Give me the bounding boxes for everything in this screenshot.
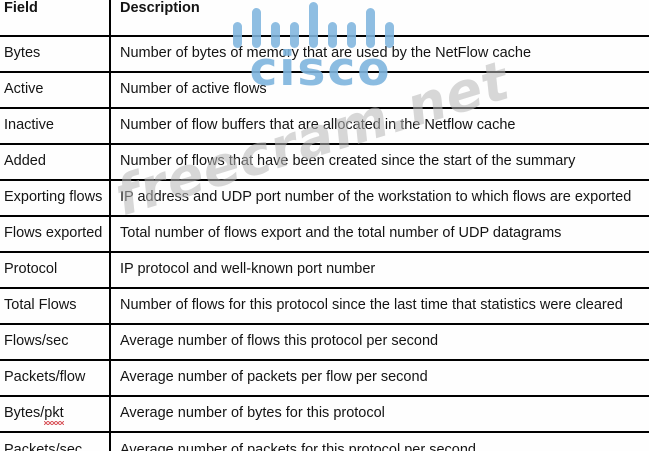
- cell-field: Flows/sec: [0, 323, 111, 361]
- cell-description: IP address and UDP port number of the wo…: [110, 179, 649, 217]
- cell-description: IP protocol and well-known port number: [110, 251, 649, 289]
- table-row: Bytes Number of bytes of memory that are …: [0, 35, 649, 73]
- cell-field: Added: [0, 143, 111, 181]
- table-row: Active Number of active flows: [0, 71, 649, 109]
- table-row: Bytes/pkt Average number of bytes for thi…: [0, 395, 649, 433]
- table-row: Added Number of flows that have been crea…: [0, 143, 649, 181]
- cell-field: Packets/sec: [0, 431, 111, 451]
- cell-description: Number of flows for this protocol since …: [110, 287, 649, 325]
- cell-field: Bytes/pkt: [0, 395, 111, 433]
- cell-field: Exporting flows: [0, 179, 111, 217]
- table-header: Field Description: [0, 0, 649, 37]
- table-row: Inactive Number of flow buffers that are …: [0, 107, 649, 145]
- cell-field: Bytes: [0, 35, 111, 73]
- cell-description: Average number of bytes for this protoco…: [110, 395, 649, 433]
- table-row: Exporting flows IP address and UDP port n…: [0, 179, 649, 217]
- table-row: Packets/flow Average number of packets pe…: [0, 359, 649, 397]
- column-header-field: Field: [0, 0, 111, 37]
- spellcheck-error-text: pkt: [44, 405, 64, 425]
- cell-description: Total number of flows export and the tot…: [110, 215, 649, 253]
- table-row: Packets/sec Average number of packets for…: [0, 431, 649, 451]
- cell-description: Average number of flows this protocol pe…: [110, 323, 649, 361]
- table-row: Protocol IP protocol and well-known port …: [0, 251, 649, 289]
- cell-description: Number of active flows: [110, 71, 649, 109]
- cell-field: Flows exported: [0, 215, 111, 253]
- table-row: Flows/sec Average number of flows this pr…: [0, 323, 649, 361]
- table-row: Total Flows Number of flows for this prot…: [0, 287, 649, 325]
- cell-field: Inactive: [0, 107, 111, 145]
- cell-description: Average number of packets for this proto…: [110, 431, 649, 451]
- cell-description: Number of flow buffers that are allocate…: [110, 107, 649, 145]
- cell-description: Average number of packets per flow per s…: [110, 359, 649, 397]
- cell-description: Number of flows that have been created s…: [110, 143, 649, 181]
- cell-field: Total Flows: [0, 287, 111, 325]
- table-body: Bytes Number of bytes of memory that are …: [0, 35, 649, 451]
- table-header-row: Field Description: [0, 0, 649, 37]
- cell-description: Number of bytes of memory that are used …: [110, 35, 649, 73]
- table-row: Flows exported Total number of flows expo…: [0, 215, 649, 253]
- cell-field: Active: [0, 71, 111, 109]
- cell-field: Protocol: [0, 251, 111, 289]
- cell-field: Packets/flow: [0, 359, 111, 397]
- column-header-description: Description: [110, 0, 649, 37]
